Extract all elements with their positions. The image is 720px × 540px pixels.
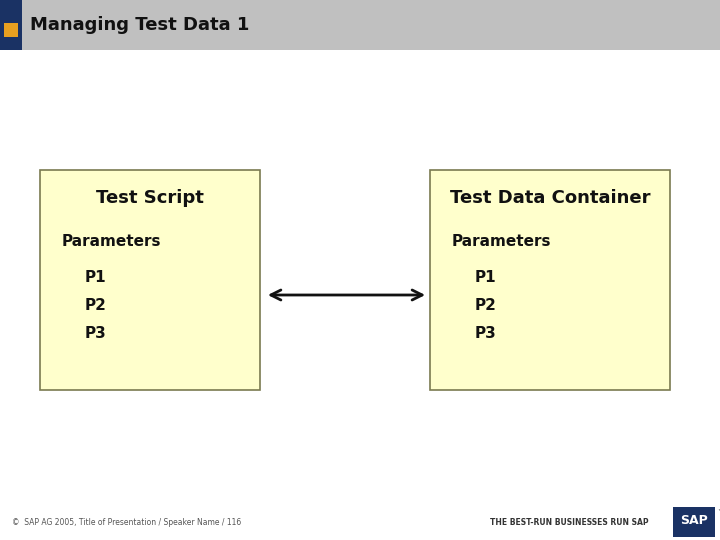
Bar [0,505,720,540]
Text: Parameters: Parameters [62,234,161,249]
Text: ©  SAP AG 2005, Title of Presentation / Speaker Name / 116: © SAP AG 2005, Title of Presentation / S… [12,518,241,527]
Bar [430,170,670,390]
Bar [0,0,720,50]
Text: P3: P3 [85,327,107,341]
Bar [4,23,18,37]
Text: P2: P2 [475,299,497,314]
Text: P1: P1 [475,271,497,286]
Text: P3: P3 [475,327,497,341]
Text: Managing Test Data 1: Managing Test Data 1 [30,16,249,34]
Text: SAP: SAP [680,515,708,528]
Bar [0,0,22,50]
Bar [673,507,715,537]
Bar [40,170,260,390]
Text: THE BEST-RUN BUSINESSES RUN SAP: THE BEST-RUN BUSINESSES RUN SAP [490,518,649,527]
Text: ™: ™ [717,510,720,515]
Text: Test Data Container: Test Data Container [450,189,650,207]
Text: Test Script: Test Script [96,189,204,207]
Text: P2: P2 [85,299,107,314]
Text: Parameters: Parameters [452,234,552,249]
Text: P1: P1 [85,271,107,286]
